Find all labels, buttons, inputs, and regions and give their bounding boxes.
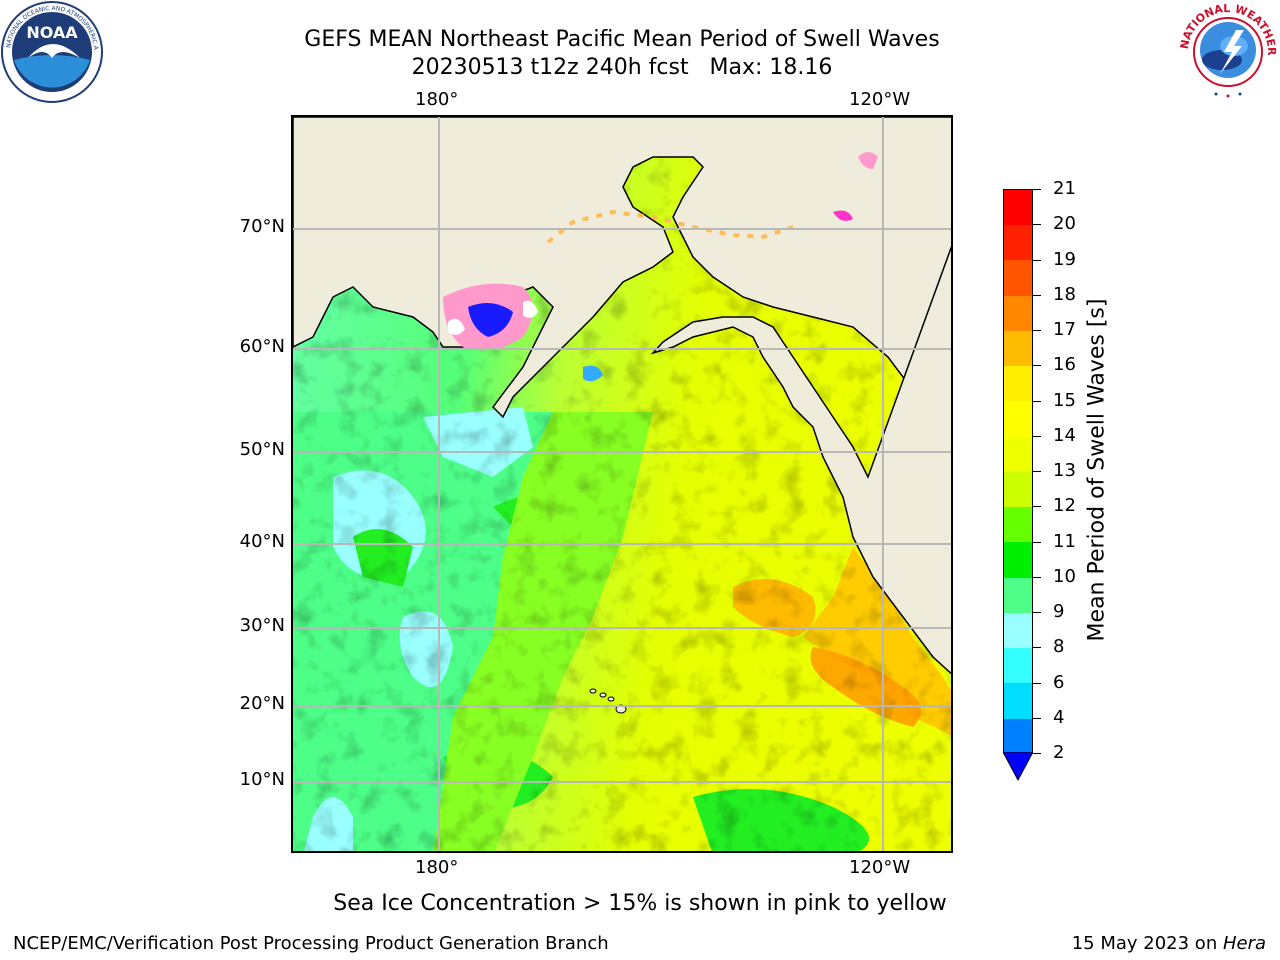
colorbar-label: Mean Period of Swell Waves [s] [1084, 298, 1110, 642]
colorbar-band [1003, 682, 1033, 719]
colorbar-tick-mark [1033, 224, 1041, 226]
colorbar-tick-label: 16 [1053, 354, 1076, 376]
colorbar-band [1003, 294, 1033, 331]
colorbar-tick-mark [1033, 294, 1041, 296]
colorbar-tick-label: 4 [1053, 706, 1065, 728]
colorbar-band [1003, 224, 1033, 261]
colorbar-band [1003, 647, 1033, 684]
colorbar-band [1003, 189, 1033, 225]
colorbar-tick-mark [1033, 541, 1041, 543]
colorbar-band [1003, 471, 1033, 507]
sea-ice-caption: Sea Ice Concentration > 15% is shown in … [333, 891, 947, 916]
colorbar-tick-label: 20 [1053, 213, 1076, 235]
noaa-logo-icon: NOAA NATIONAL OCEANIC AND ATMOSPHERIC AD… [0, 0, 104, 104]
lon-label-top-180: 180° [415, 89, 459, 110]
colorbar-tick-label: 17 [1053, 319, 1076, 340]
colorbar-tick-label: 14 [1053, 424, 1076, 446]
colorbar-band [1003, 506, 1033, 543]
colorbar-tick-label: 11 [1053, 530, 1076, 552]
date-text: 15 May 2023 on [1071, 933, 1223, 954]
nws-logo-icon: NATIONAL WEATHER SERVICE [1172, 0, 1280, 104]
colorbar-band [1003, 365, 1033, 402]
lat-label-50n: 50°N [239, 439, 285, 460]
land-west-coast [650, 245, 951, 675]
colorbar-tick-label: 13 [1053, 460, 1076, 481]
colorbar-tick-mark [1033, 400, 1041, 402]
colorbar-tick-label: 10 [1053, 565, 1076, 587]
lon-label-bottom-180: 180° [415, 857, 459, 878]
colorbar-tick-mark [1033, 753, 1041, 754]
colorbar-tick-label: 21 [1053, 178, 1076, 199]
lat-label-30n: 30°N [239, 615, 285, 636]
map-canvas [293, 117, 951, 851]
colorbar-tick-mark [1033, 506, 1041, 508]
graticule [293, 117, 951, 851]
colorbar-tick-mark [1033, 612, 1041, 613]
lon-label-top-120w: 120°W [849, 89, 911, 110]
colorbar-tick-mark [1033, 365, 1041, 367]
colorbar-band [1003, 612, 1033, 648]
colorbar-tick-mark [1033, 682, 1041, 684]
colorbar-tick-mark [1033, 259, 1041, 261]
colorbar-tick-label: 9 [1053, 601, 1065, 622]
lon-label-bottom-120w: 120°W [849, 857, 911, 878]
colorbar-extend-arrow [1003, 752, 1033, 782]
colorbar-tick-label: 6 [1053, 671, 1065, 693]
lat-label-10n: 10°N [239, 769, 285, 790]
colorbar-tick-mark [1033, 647, 1041, 649]
colorbar-band [1003, 259, 1033, 296]
colorbar-band [1003, 330, 1033, 366]
colorbar-band [1003, 541, 1033, 578]
colorbar-tick-label: 12 [1053, 495, 1076, 517]
colorbar-tick-mark [1033, 330, 1041, 331]
map-panel [291, 115, 953, 853]
colorbar-tick-mark [1033, 471, 1041, 472]
producer-credit: NCEP/EMC/Verification Post Processing Pr… [13, 933, 609, 954]
colorbar-tick-mark [1033, 435, 1041, 437]
colorbar-band [1003, 435, 1033, 472]
machine-name: Hera [1222, 933, 1266, 954]
colorbar-tick-label: 2 [1053, 742, 1065, 763]
lat-label-20n: 20°N [239, 693, 285, 714]
date-credit: 15 May 2023 on Hera [1072, 933, 1266, 954]
colorbar-tick-mark [1033, 717, 1041, 719]
chart-title: GEFS MEAN Northeast Pacific Mean Period … [304, 27, 940, 52]
colorbar-tick-mark [1033, 576, 1041, 578]
colorbar-tick-label: 19 [1053, 248, 1076, 270]
lat-label-40n: 40°N [239, 531, 285, 552]
svg-text:NOAA: NOAA [26, 23, 78, 42]
colorbar-tick-mark [1033, 189, 1041, 190]
colorbar-tick-label: 15 [1053, 389, 1076, 411]
colorbar-band [1003, 717, 1033, 754]
lat-label-70n: 70°N [239, 216, 285, 237]
colorbar-tick-label: 8 [1053, 636, 1065, 658]
chart-subtitle: 20230513 t12z 240h fcst Max: 18.16 [411, 55, 833, 80]
colorbar [1003, 189, 1033, 754]
lat-label-60n: 60°N [239, 336, 285, 357]
colorbar-band [1003, 400, 1033, 437]
land-north [293, 117, 951, 453]
colorbar-band [1003, 576, 1033, 613]
colorbar-tick-label: 18 [1053, 283, 1076, 305]
